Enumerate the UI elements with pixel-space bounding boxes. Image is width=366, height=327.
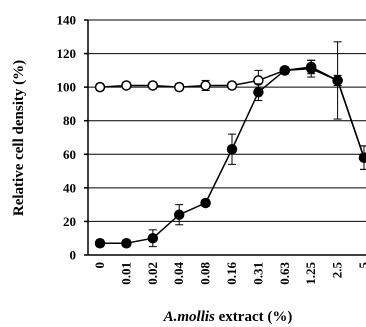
data-point [253, 86, 264, 98]
x-tick-label: 0.08 [198, 262, 213, 285]
data-point [358, 152, 366, 163]
y-tick-label: 20 [63, 214, 76, 229]
data-point [173, 209, 185, 220]
y-tick-label: 120 [57, 46, 77, 61]
y-axis-ticks: 0 20 40 60 80 100 120 140 [57, 13, 88, 263]
x-tick-label: 0 [92, 262, 107, 269]
data-point [121, 80, 132, 91]
y-tick-label: 140 [57, 13, 77, 28]
x-tick-label: 5 [356, 262, 366, 269]
data-point [147, 80, 159, 91]
x-tick-label: 0.16 [224, 262, 239, 285]
gridlines [88, 19, 366, 222]
x-tick-label: 0.01 [118, 262, 133, 285]
x-tick-label: 0.31 [250, 262, 265, 285]
x-tick-label: 0.63 [277, 262, 292, 285]
x-axis-title-italic: A.mollis [163, 309, 215, 325]
data-point [332, 75, 343, 86]
data-point [200, 80, 211, 91]
x-axis-ticks: 0 0.01 0.02 0.04 0.08 0.16 0.31 0.63 1.25 2.5 5 [92, 262, 366, 285]
y-tick-label: 0 [70, 248, 77, 263]
y-tick-label: 100 [57, 80, 77, 95]
y-tick-label: 80 [63, 113, 76, 128]
data-point [94, 81, 106, 93]
data-point [121, 238, 132, 249]
data-point [305, 63, 317, 74]
x-tick-label: 0.02 [145, 262, 160, 285]
x-tick-label: 2.5 [330, 262, 345, 279]
y-tick-label: 60 [63, 147, 76, 162]
data-point [94, 238, 106, 249]
series-layer [94, 41, 366, 249]
data-point [279, 65, 291, 76]
data-point [173, 81, 185, 93]
data-point [226, 80, 238, 91]
series-2 [94, 59, 366, 249]
y-axis-title: Relative cell density (%) [11, 60, 27, 216]
x-axis-title-rest: extract (%) [215, 309, 292, 325]
data-point [147, 232, 159, 244]
x-tick-label: 0.04 [171, 262, 186, 285]
data-point [226, 144, 238, 155]
y-tick-label: 40 [63, 180, 76, 195]
x-axis-title: A.mollis extract (%) [163, 309, 293, 325]
data-point [200, 197, 211, 209]
x-tick-label: 1.25 [303, 262, 318, 285]
